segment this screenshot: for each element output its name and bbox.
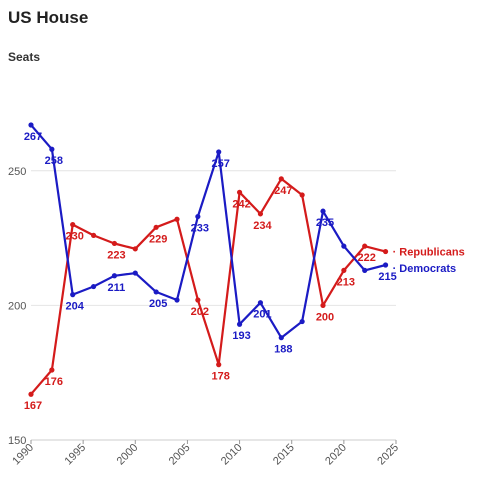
- data-point-democrats-1994: [70, 292, 76, 298]
- data-label-democrats-2012: 201: [253, 309, 271, 321]
- data-point-democrats-2020: [341, 243, 347, 249]
- x-tick-label-1995: 1995: [62, 442, 88, 468]
- data-point-republicans-2006: [195, 297, 201, 303]
- data-point-republicans-2014: [278, 176, 284, 182]
- y-tick-label-150: 150: [8, 435, 26, 447]
- data-label-democrats-1990: 267: [24, 131, 42, 143]
- data-label-republicans-2010: 242: [232, 198, 250, 210]
- y-axis-label: Seats: [8, 50, 41, 64]
- data-label-republicans-2022: 222: [358, 252, 376, 264]
- chart-title: US House: [8, 8, 89, 27]
- data-point-republicans-2020: [341, 267, 347, 273]
- data-label-democrats-2006: 233: [191, 223, 209, 235]
- data-point-republicans-1992: [49, 367, 55, 373]
- data-label-democrats-2024: 215: [378, 271, 396, 283]
- x-tick-label-2015: 2015: [271, 442, 297, 468]
- data-label-republicans-2014: 247: [274, 185, 292, 197]
- x-tick-label-2025: 2025: [375, 442, 401, 468]
- data-label-republicans-2008: 178: [212, 371, 230, 383]
- data-label-democrats-2014: 188: [274, 344, 292, 356]
- legend-label-democrats: · Democrats: [393, 263, 457, 275]
- data-point-republicans-1994: [70, 222, 76, 228]
- data-point-democrats-2022: [362, 267, 368, 273]
- data-point-republicans-2002: [153, 224, 159, 230]
- data-label-democrats-1994: 204: [66, 301, 85, 313]
- data-point-democrats-2014: [278, 335, 284, 341]
- data-label-republicans-1998: 223: [107, 249, 125, 261]
- data-point-democrats-2002: [153, 289, 159, 295]
- data-point-democrats-2018: [320, 208, 326, 214]
- data-label-democrats-2010: 193: [232, 330, 250, 342]
- data-label-republicans-2018: 200: [316, 311, 334, 323]
- data-label-republicans-2012: 234: [253, 220, 272, 232]
- x-tick-label-2020: 2020: [323, 442, 349, 468]
- data-point-democrats-2004: [174, 297, 180, 303]
- data-label-republicans-1994: 230: [66, 231, 84, 243]
- series-line-democrats: [30, 124, 386, 339]
- data-point-democrats-2010: [236, 321, 243, 327]
- data-point-republicans-2018: [320, 302, 326, 308]
- x-tick-label-2000: 2000: [115, 442, 141, 468]
- y-tick-label-200: 200: [8, 300, 26, 312]
- data-point-republicans-2022: [362, 243, 368, 249]
- data-label-democrats-2018: 235: [316, 217, 334, 229]
- data-point-republicans-2008: [216, 362, 222, 368]
- data-point-democrats-1990: [28, 122, 34, 128]
- data-point-democrats-1992: [49, 146, 55, 152]
- data-point-democrats-2006: [195, 213, 201, 220]
- x-tick-label-2005: 2005: [167, 442, 193, 468]
- data-label-republicans-1992: 176: [45, 376, 63, 388]
- data-label-democrats-1992: 258: [45, 155, 63, 167]
- data-point-democrats-2000: [132, 270, 138, 276]
- data-point-democrats-1998: [111, 273, 118, 279]
- data-point-democrats-2012: [257, 300, 264, 306]
- data-point-republicans-1990: [28, 391, 34, 397]
- data-label-republicans-2006: 202: [191, 306, 209, 318]
- legend-label-republicans: · Republicans: [393, 247, 465, 259]
- data-point-republicans-2010: [236, 189, 243, 195]
- data-point-republicans-2024: [382, 248, 389, 255]
- data-point-republicans-2016: [299, 192, 305, 198]
- y-tick-label-250: 250: [8, 166, 26, 178]
- data-label-republicans-2020: 213: [337, 276, 355, 288]
- data-point-democrats-2016: [299, 318, 305, 325]
- series-line-republicans: [30, 177, 386, 395]
- data-point-republicans-2000: [132, 246, 138, 252]
- data-label-democrats-1998: 211: [108, 282, 126, 294]
- data-label-republicans-2002: 229: [149, 233, 167, 245]
- data-point-republicans-1998: [111, 240, 118, 247]
- data-point-republicans-2004: [174, 216, 180, 222]
- data-point-republicans-2012: [257, 211, 264, 217]
- data-label-democrats-2008: 257: [212, 158, 230, 170]
- data-point-democrats-2024: [382, 262, 389, 268]
- data-point-democrats-2008: [216, 149, 222, 155]
- data-point-republicans-1996: [90, 232, 97, 238]
- x-tick-label-2010: 2010: [219, 442, 245, 468]
- data-label-republicans-1990: 167: [24, 400, 42, 412]
- data-label-democrats-2002: 205: [149, 298, 167, 310]
- data-point-democrats-1996: [90, 283, 97, 290]
